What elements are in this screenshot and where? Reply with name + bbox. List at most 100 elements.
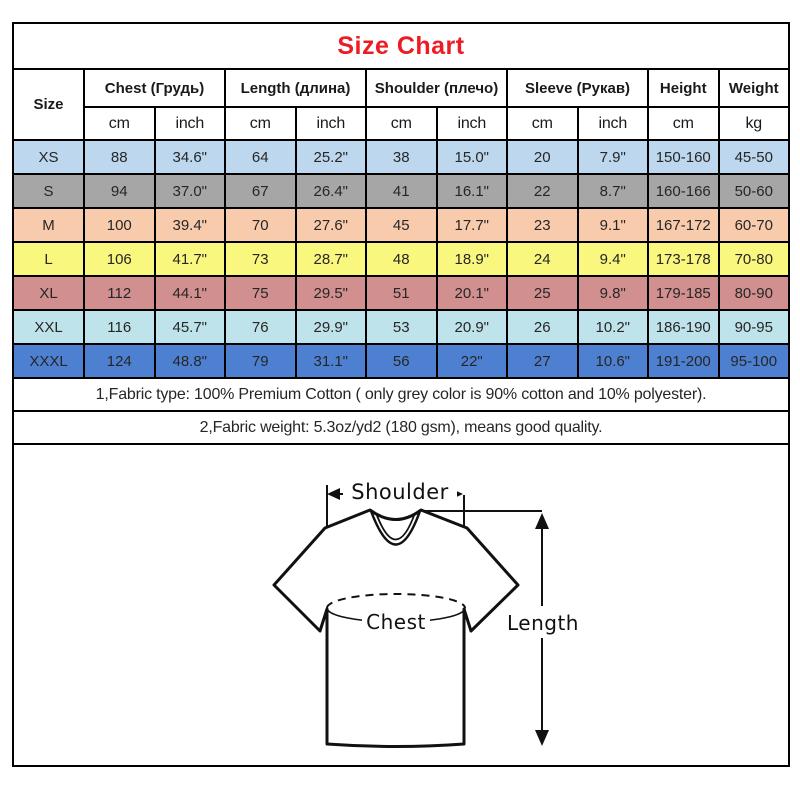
measure-cell: 73 (224, 241, 297, 277)
size-chart-sheet: Size Chart Size Chest (Грудь) Length (дл… (12, 22, 790, 767)
measure-cell: 173-178 (647, 241, 720, 277)
measure-cell: 53 (365, 309, 438, 345)
unit-header-length-cm: cm (224, 106, 297, 141)
measure-cell: 25.2" (294, 139, 367, 175)
note-row-1: 1,Fabric type: 100% Premium Cotton ( onl… (12, 377, 790, 412)
chest-label-bg (362, 609, 430, 634)
size-label: L (12, 241, 85, 277)
measure-cell: 10.2" (576, 309, 649, 345)
measure-cell: 38 (365, 139, 438, 175)
size-label: XS (12, 139, 85, 175)
measure-cell: 191-200 (647, 343, 720, 379)
measure-cell: 124 (83, 343, 156, 379)
measure-cell: 179-185 (647, 275, 720, 311)
measure-cell: 80-90 (717, 275, 790, 311)
size-row-xl: XL 112 44.1" 75 29.5" 51 20.1" 25 9.8" 179-185 80-… (12, 275, 790, 311)
measure-cell: 39.4" (153, 207, 226, 243)
col-group-weight: Weight (717, 68, 790, 108)
measure-cell: 26 (506, 309, 579, 345)
unit-header-length-inch: inch (294, 106, 367, 141)
size-table-body: XS 88 34.6" 64 25.2" 38 15.0" 20 7.9" 150-160 45-5… (12, 139, 790, 379)
size-table: Size Chart Size Chest (Грудь) Length (дл… (12, 22, 790, 767)
measure-cell: 50-60 (717, 173, 790, 209)
col-group-height: Height (647, 68, 720, 108)
measure-cell: 20.9" (435, 309, 508, 345)
unit-header-sleeve-cm: cm (506, 106, 579, 141)
measure-cell: 51 (365, 275, 438, 311)
measure-cell: 45-50 (717, 139, 790, 175)
measure-cell: 70-80 (717, 241, 790, 277)
col-header-size: Size (12, 68, 85, 141)
measurement-diagram-cell: Shoulder Chest Length (12, 443, 790, 767)
measure-cell: 7.9" (576, 139, 649, 175)
measure-cell: 18.9" (435, 241, 508, 277)
measure-cell: 8.7" (576, 173, 649, 209)
measure-cell: 22" (435, 343, 508, 379)
size-row-xxxl: XXXL 124 48.8" 79 31.1" 56 22" 27 10.6" 191-200 95… (12, 343, 790, 379)
shoulder-label: Shoulder (351, 480, 449, 504)
measure-cell: 34.6" (153, 139, 226, 175)
fabric-weight-note: 2,Fabric weight: 5.3oz/yd2 (180 gsm), me… (12, 410, 790, 445)
t-shirt-measurement-diagram: Shoulder Chest Length (272, 479, 578, 748)
measure-cell: 45 (365, 207, 438, 243)
measure-cell: 9.8" (576, 275, 649, 311)
measure-cell: 9.1" (576, 207, 649, 243)
measure-cell: 17.7" (435, 207, 508, 243)
measure-cell: 41.7" (153, 241, 226, 277)
measure-cell: 29.9" (294, 309, 367, 345)
measure-cell: 16.1" (435, 173, 508, 209)
measure-cell: 27 (506, 343, 579, 379)
note-row-2: 2,Fabric weight: 5.3oz/yd2 (180 gsm), me… (12, 410, 790, 445)
collar-outer-arc (369, 510, 422, 546)
measure-cell: 15.0" (435, 139, 508, 175)
measure-cell: 24 (506, 241, 579, 277)
page-title: Size Chart (337, 31, 465, 60)
measure-cell: 116 (83, 309, 156, 345)
unit-header-row: cm inch cm inch cm inch cm inch cm kg (13, 106, 790, 141)
unit-header-shoulder-cm: cm (365, 106, 438, 141)
unit-header-shoulder-inch: inch (435, 106, 508, 141)
title-row: Size Chart (12, 22, 790, 70)
measure-cell: 88 (83, 139, 156, 175)
measure-cell: 106 (83, 241, 156, 277)
size-row-m: M 100 39.4" 70 27.6" 45 17.7" 23 9.1" 167-172 60-7… (12, 207, 790, 243)
measure-cell: 20 (506, 139, 579, 175)
collar-inner-arc (375, 512, 416, 541)
measure-cell: 23 (506, 207, 579, 243)
measure-cell: 26.4" (294, 173, 367, 209)
measure-cell: 22 (506, 173, 579, 209)
measure-cell: 20.1" (435, 275, 508, 311)
size-row-xxl: XXL 116 45.7" 76 29.9" 53 20.9" 26 10.2" 186-190 9… (12, 309, 790, 345)
shoulder-label-bg (343, 479, 457, 507)
measure-cell: 160-166 (647, 173, 720, 209)
measure-cell: 10.6" (576, 343, 649, 379)
measure-cell: 67 (224, 173, 297, 209)
length-label-bg (510, 606, 575, 638)
measure-cell: 79 (224, 343, 297, 379)
unit-header-chest-cm: cm (83, 106, 156, 141)
col-group-chest: Chest (Грудь) (83, 68, 226, 108)
chest-label: Chest (366, 610, 426, 634)
col-group-sleeve: Sleeve (Рукав) (506, 68, 649, 108)
measure-cell: 70 (224, 207, 297, 243)
size-label: XL (12, 275, 85, 311)
measure-cell: 27.6" (294, 207, 367, 243)
measure-cell: 60-70 (717, 207, 790, 243)
col-group-shoulder: Shoulder (плечо) (365, 68, 508, 108)
unit-header-chest-inch: inch (153, 106, 226, 141)
measure-cell: 48 (365, 241, 438, 277)
size-label: XXL (12, 309, 85, 345)
size-row-s: S 94 37.0" 67 26.4" 41 16.1" 22 8.7" 160-166 50-60 (12, 173, 790, 209)
size-label: S (12, 173, 85, 209)
measure-cell: 48.8" (153, 343, 226, 379)
column-group-header-row: Size Chest (Грудь) Length (длина) Should… (12, 68, 790, 141)
size-row-l: L 106 41.7" 73 28.7" 48 18.9" 24 9.4" 173-178 70-8… (12, 241, 790, 277)
measure-cell: 56 (365, 343, 438, 379)
measure-cell: 64 (224, 139, 297, 175)
fabric-type-note: 1,Fabric type: 100% Premium Cotton ( onl… (12, 377, 790, 412)
size-label: M (12, 207, 85, 243)
measure-cell: 94 (83, 173, 156, 209)
measure-cell: 41 (365, 173, 438, 209)
unit-header-sleeve-inch: inch (576, 106, 649, 141)
unit-header-height-cm: cm (647, 106, 720, 141)
